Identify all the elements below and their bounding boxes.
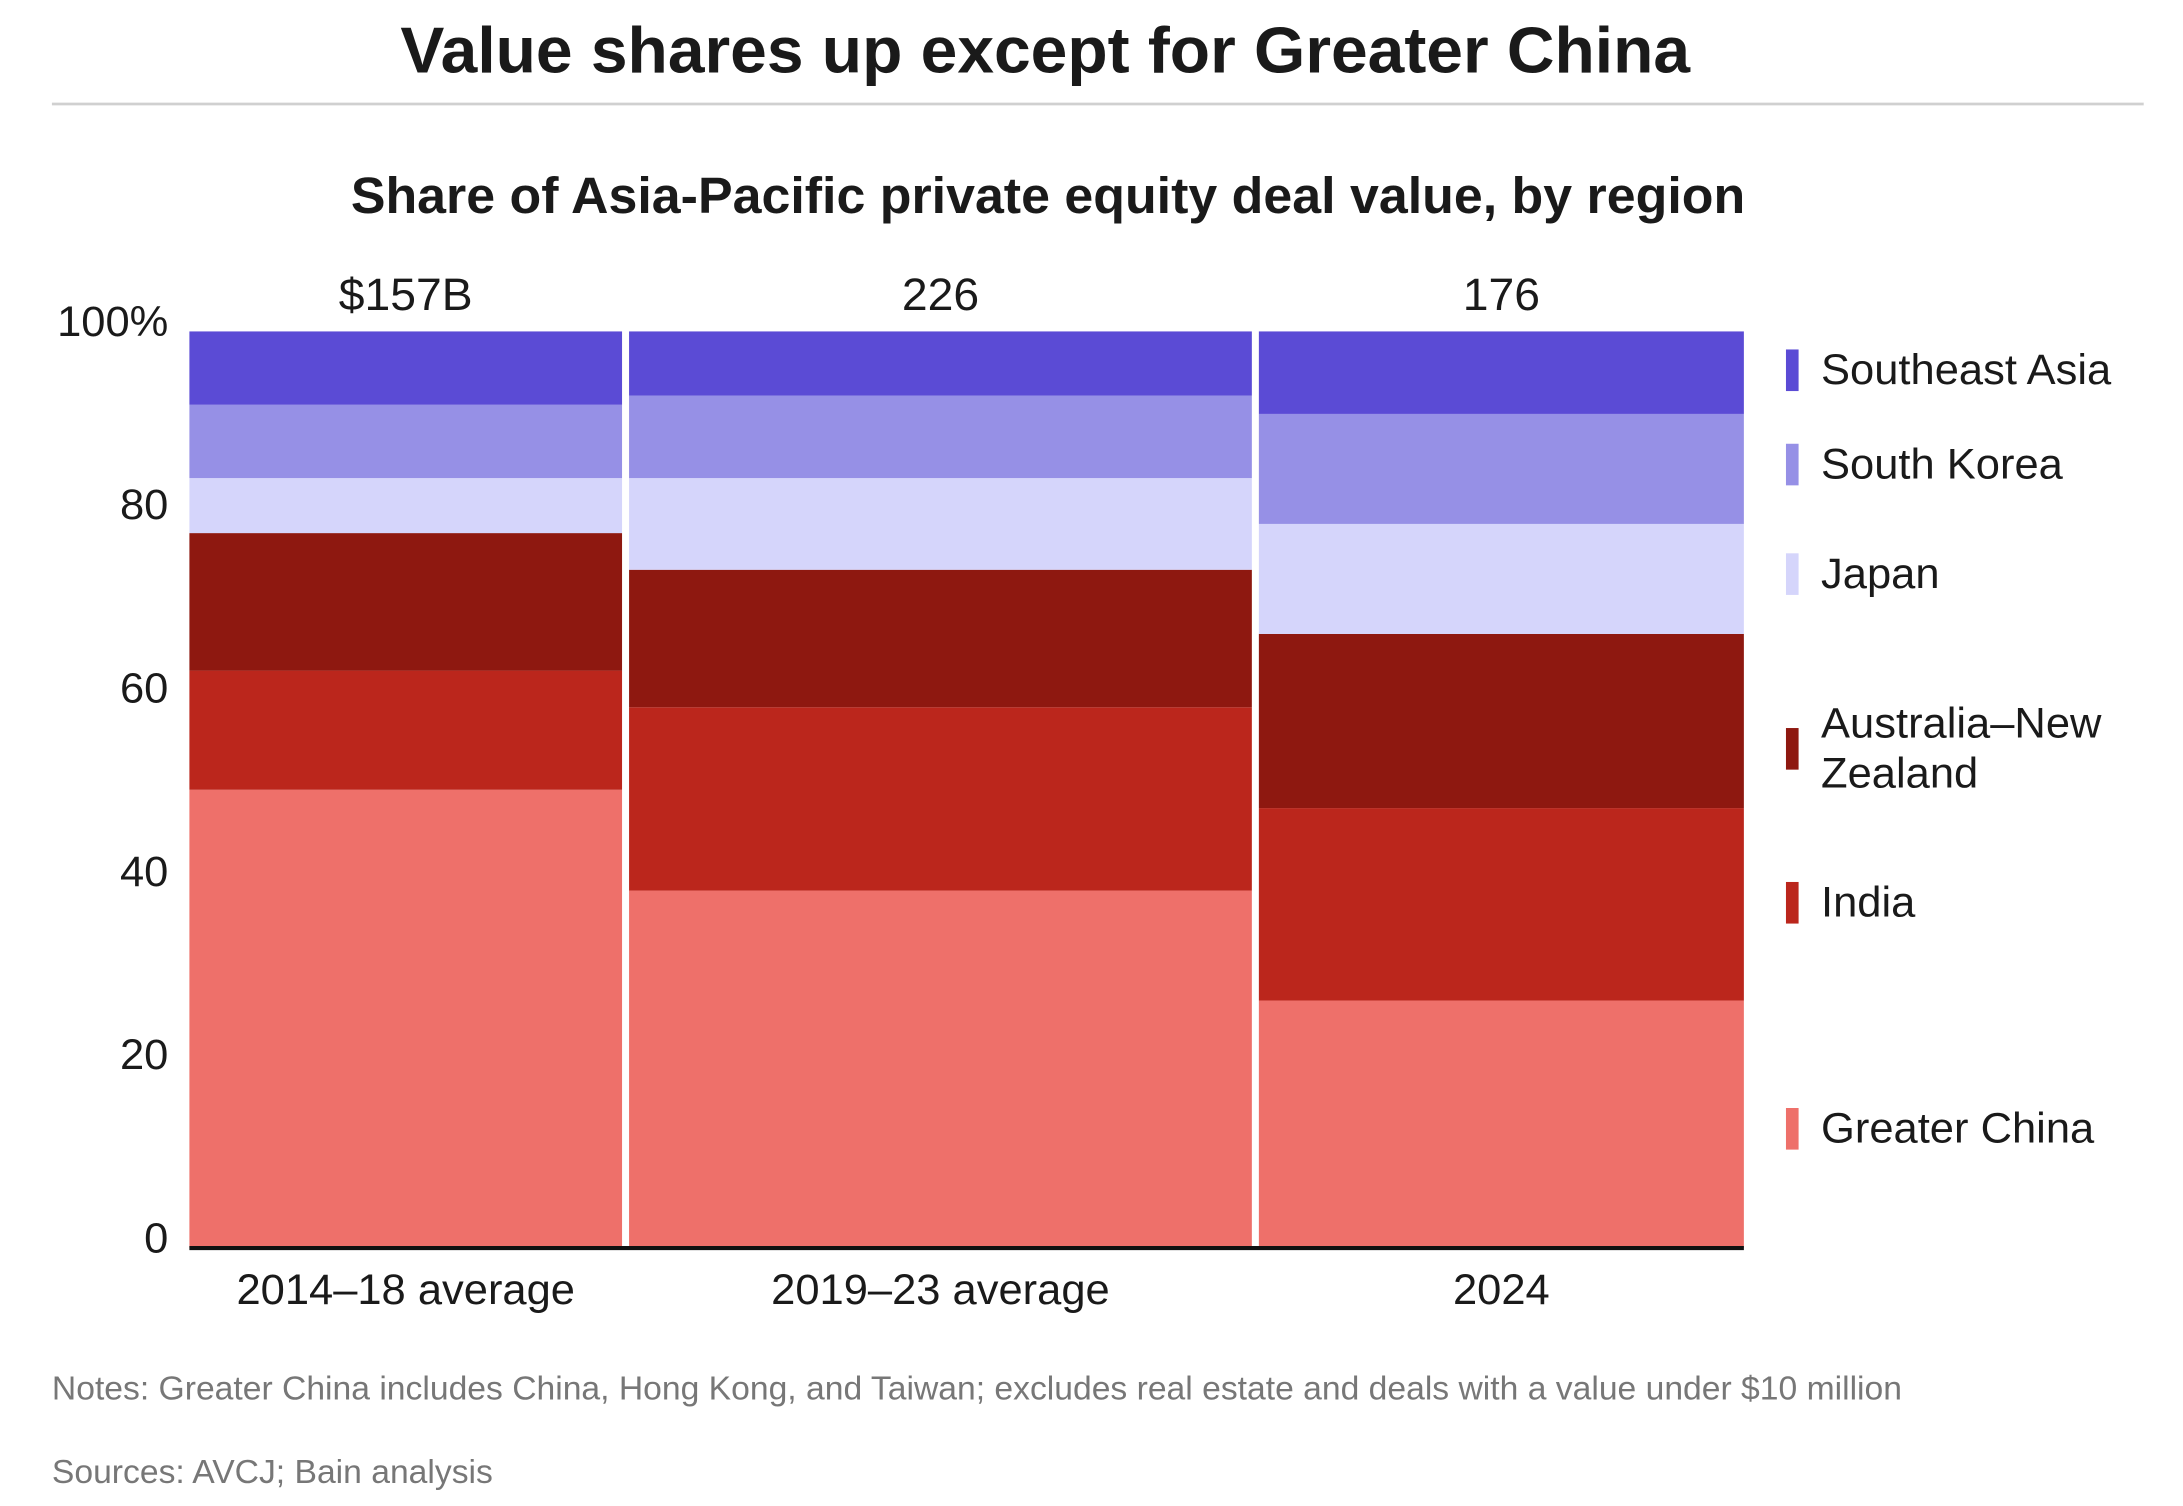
legend-swatch (1785, 881, 1799, 924)
bar-segment (1258, 808, 1744, 1001)
bar-segment (1258, 633, 1744, 809)
x-tick-label: 2019–23 average (771, 1266, 1110, 1314)
bar-segment (629, 707, 1252, 891)
total-label: 176 (1463, 268, 1540, 320)
bar-segment (189, 404, 623, 479)
sources: Sources: AVCJ; Bain analysis (52, 1454, 493, 1491)
total-label: 226 (902, 268, 979, 320)
y-tick-label: 40 (120, 848, 168, 896)
legend-item: Australia–New Zealand (1821, 698, 2102, 798)
legend-label: South Korea (1821, 439, 2063, 489)
x-tick-label: 2024 (1453, 1266, 1550, 1314)
legend-swatch (1785, 728, 1799, 770)
legend-label: Japan (1821, 549, 1940, 598)
bar-segment (189, 331, 623, 405)
bar-segment (629, 569, 1252, 708)
legend-swatch (1785, 1108, 1799, 1150)
chart-subtitle: Share of Asia-Pacific private equity dea… (351, 167, 1745, 225)
legend-swatch (1785, 349, 1799, 392)
legend-item: India (1821, 877, 1916, 927)
y-tick-label: 20 (120, 1031, 168, 1079)
legend-item: Greater China (1821, 1103, 2095, 1153)
y-tick-label: 80 (120, 481, 168, 529)
legend-item: Southeast Asia (1821, 345, 2112, 394)
y-tick-label: 60 (120, 665, 168, 713)
y-tick-label: 100% (57, 298, 168, 346)
bar-segment (629, 395, 1252, 479)
notes: Notes: Greater China includes China, Hon… (52, 1371, 1902, 1408)
total-label: $157B (339, 268, 473, 320)
bar-segment (189, 533, 623, 671)
bar-segment (629, 478, 1252, 570)
legend-swatch (1785, 553, 1799, 595)
bar-segment (189, 670, 623, 790)
legend-label: Australia–New Zealand (1821, 698, 2102, 798)
bar-segment (189, 789, 623, 1249)
legend-swatch (1785, 443, 1799, 486)
bar-segment (189, 478, 623, 534)
legend-label: Greater China (1821, 1103, 2095, 1153)
chart-title: Value shares up except for Greater China (400, 14, 1690, 87)
bar-segment (629, 890, 1252, 1249)
legend-label: India (1821, 877, 1916, 927)
legend-item: South Korea (1821, 439, 2063, 489)
bar-segment (1258, 331, 1744, 414)
legend-label: Southeast Asia (1821, 345, 2112, 394)
y-tick-label: 0 (144, 1215, 168, 1263)
bar-segment (1258, 523, 1744, 634)
x-tick-label: 2014–18 average (236, 1266, 575, 1314)
bar-segment (1258, 413, 1744, 524)
bar-segment (1258, 1000, 1744, 1249)
bar-segment (629, 331, 1252, 396)
legend-item: Japan (1821, 549, 1940, 598)
